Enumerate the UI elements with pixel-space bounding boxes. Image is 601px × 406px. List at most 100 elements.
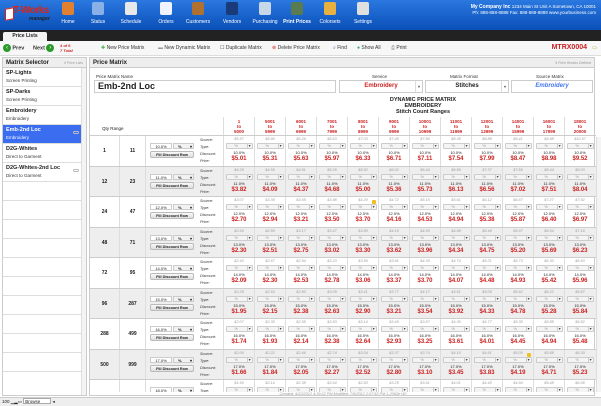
cell-discount[interactable]: 17.0% bbox=[233, 363, 245, 369]
cell-discount[interactable]: 15.0% bbox=[512, 302, 524, 308]
cell-discount[interactable]: 16.0% bbox=[481, 333, 493, 338]
discount-type-select[interactable]: % bbox=[173, 265, 194, 271]
cell-discount[interactable]: 16.0% bbox=[388, 333, 400, 338]
cell-discount[interactable]: 13.0% bbox=[450, 241, 462, 247]
discount-type-select[interactable]: % bbox=[173, 356, 194, 363]
cell-discount[interactable]: 16.0% bbox=[295, 333, 307, 338]
type-select[interactable]: % bbox=[380, 265, 408, 271]
type-select[interactable]: % bbox=[287, 234, 315, 241]
nav-schedule[interactable]: Schedule bbox=[115, 2, 147, 28]
nav-print-prices[interactable]: Print Prices bbox=[281, 2, 313, 28]
type-select[interactable]: % bbox=[504, 265, 532, 271]
nav-colorsets[interactable]: Colorsets bbox=[314, 2, 346, 28]
cell-discount[interactable]: 12.0% bbox=[574, 211, 586, 216]
discount-input[interactable]: 12.0% bbox=[150, 204, 172, 210]
type-select[interactable]: % bbox=[566, 173, 594, 180]
type-select[interactable]: % bbox=[473, 356, 501, 363]
cell-discount[interactable]: 15.0% bbox=[481, 302, 493, 308]
type-select[interactable]: % bbox=[380, 295, 408, 302]
mode-select[interactable]: Browse bbox=[23, 398, 52, 404]
qty-to[interactable]: 999 bbox=[120, 349, 146, 380]
fill-discount-row-button[interactable]: Fill Discount Row bbox=[150, 151, 194, 158]
type-select[interactable]: % bbox=[349, 356, 377, 363]
type-select[interactable]: % bbox=[411, 356, 439, 363]
cell-discount[interactable]: 14.0% bbox=[233, 272, 245, 277]
sidebar-item[interactable]: Embroidery Embroidery bbox=[3, 106, 83, 125]
type-select[interactable]: % bbox=[473, 387, 501, 392]
type-select[interactable]: % bbox=[225, 387, 253, 392]
type-select[interactable]: % bbox=[256, 173, 284, 180]
cell-discount[interactable]: 16.0% bbox=[357, 333, 369, 338]
cell-discount[interactable]: 11.0% bbox=[419, 180, 431, 186]
cell-discount[interactable]: 14.0% bbox=[295, 272, 307, 277]
qty-from[interactable]: 1 bbox=[90, 136, 120, 166]
cell-discount[interactable]: 17.0% bbox=[357, 363, 369, 369]
qty-from[interactable]: 24 bbox=[90, 197, 120, 227]
fill-discount-row-button[interactable]: Fill Discount Row bbox=[150, 242, 194, 250]
sidebar-item[interactable]: SP-Lights Screen Printing bbox=[3, 68, 83, 87]
cell-discount[interactable]: 15.0% bbox=[326, 302, 338, 308]
cell-discount[interactable]: 17.0% bbox=[326, 363, 338, 369]
new-price-matrix-button[interactable]: ✚ New Price Matrix bbox=[101, 45, 145, 51]
source-matrix-field[interactable]: Embroidery bbox=[511, 80, 593, 93]
cell-discount[interactable]: 11.0% bbox=[357, 180, 369, 186]
prev-button[interactable]: ‹ Prev bbox=[3, 44, 24, 53]
cell-discount[interactable]: 14.0% bbox=[419, 272, 431, 277]
type-select[interactable]: % bbox=[318, 173, 346, 180]
type-select[interactable]: % bbox=[225, 143, 253, 149]
type-select[interactable]: % bbox=[380, 234, 408, 241]
new-dynamic-matrix-button[interactable]: ▬ New Dynamic Matrix bbox=[158, 45, 211, 51]
type-select[interactable]: % bbox=[287, 326, 315, 332]
type-select[interactable]: % bbox=[473, 265, 501, 271]
cell-discount[interactable]: 15.0% bbox=[264, 302, 276, 308]
cell-discount[interactable]: 13.0% bbox=[512, 241, 524, 247]
cell-discount[interactable]: 17.0% bbox=[419, 363, 431, 369]
cell-discount[interactable]: 12.0% bbox=[326, 211, 338, 216]
print-button[interactable]: ⎙ Print bbox=[391, 45, 407, 51]
cell-discount[interactable]: 12.0% bbox=[264, 211, 276, 216]
cell-discount[interactable]: 15.0% bbox=[357, 302, 369, 308]
type-select[interactable]: % bbox=[535, 326, 563, 332]
cell-discount[interactable]: 12.0% bbox=[512, 211, 524, 216]
type-select[interactable]: % bbox=[349, 265, 377, 271]
cell-discount[interactable]: 15.0% bbox=[543, 302, 555, 308]
type-select[interactable]: % bbox=[442, 387, 470, 392]
type-select[interactable]: % bbox=[380, 173, 408, 180]
type-select[interactable]: % bbox=[349, 295, 377, 302]
qty-from[interactable]: 48 bbox=[90, 227, 120, 258]
cell-discount[interactable]: 10.0% bbox=[388, 150, 400, 155]
cell-discount[interactable]: 12.0% bbox=[419, 211, 431, 216]
cell-discount[interactable]: 11.0% bbox=[264, 180, 276, 186]
matrix-scrollbar[interactable] bbox=[596, 137, 601, 392]
type-select[interactable]: % bbox=[566, 326, 594, 332]
type-select[interactable]: % bbox=[287, 387, 315, 392]
cell-discount[interactable]: 14.0% bbox=[357, 272, 369, 277]
service-select[interactable]: Embroidery ▾ bbox=[339, 80, 423, 93]
type-select[interactable]: % bbox=[504, 204, 532, 210]
type-select[interactable]: % bbox=[318, 387, 346, 392]
sidebar-item[interactable]: Emb-2nd Loc Embroidery bbox=[3, 125, 83, 144]
type-select[interactable]: % bbox=[349, 234, 377, 241]
type-select[interactable]: % bbox=[535, 387, 563, 392]
cell-discount[interactable]: 15.0% bbox=[450, 302, 462, 308]
cell-discount[interactable]: 15.0% bbox=[388, 302, 400, 308]
type-select[interactable]: % bbox=[442, 143, 470, 149]
fill-discount-row-button[interactable]: Fill Discount Row bbox=[150, 181, 194, 189]
cell-discount[interactable]: 11.0% bbox=[512, 180, 524, 186]
type-select[interactable]: % bbox=[318, 234, 346, 241]
type-select[interactable]: % bbox=[442, 356, 470, 363]
cell-discount[interactable]: 11.0% bbox=[326, 180, 338, 186]
cell-discount[interactable]: 13.0% bbox=[233, 241, 245, 247]
cell-discount[interactable]: 16.0% bbox=[326, 333, 338, 338]
cell-discount[interactable]: 12.0% bbox=[450, 211, 462, 216]
cell-discount[interactable]: 16.0% bbox=[264, 333, 276, 338]
sidebar-item[interactable]: SP-Darks Screen Printing bbox=[3, 87, 83, 106]
nav-home[interactable]: Home bbox=[52, 2, 84, 28]
fill-discount-row-button[interactable]: Fill Discount Row bbox=[150, 273, 194, 280]
discount-input[interactable]: 15.0% bbox=[150, 295, 172, 302]
type-select[interactable]: % bbox=[411, 295, 439, 302]
cell-discount[interactable]: 11.0% bbox=[481, 180, 493, 186]
zoom-level[interactable]: 100 bbox=[2, 399, 10, 404]
discount-input[interactable]: 13.0% bbox=[150, 234, 172, 241]
type-select[interactable]: % bbox=[380, 387, 408, 392]
